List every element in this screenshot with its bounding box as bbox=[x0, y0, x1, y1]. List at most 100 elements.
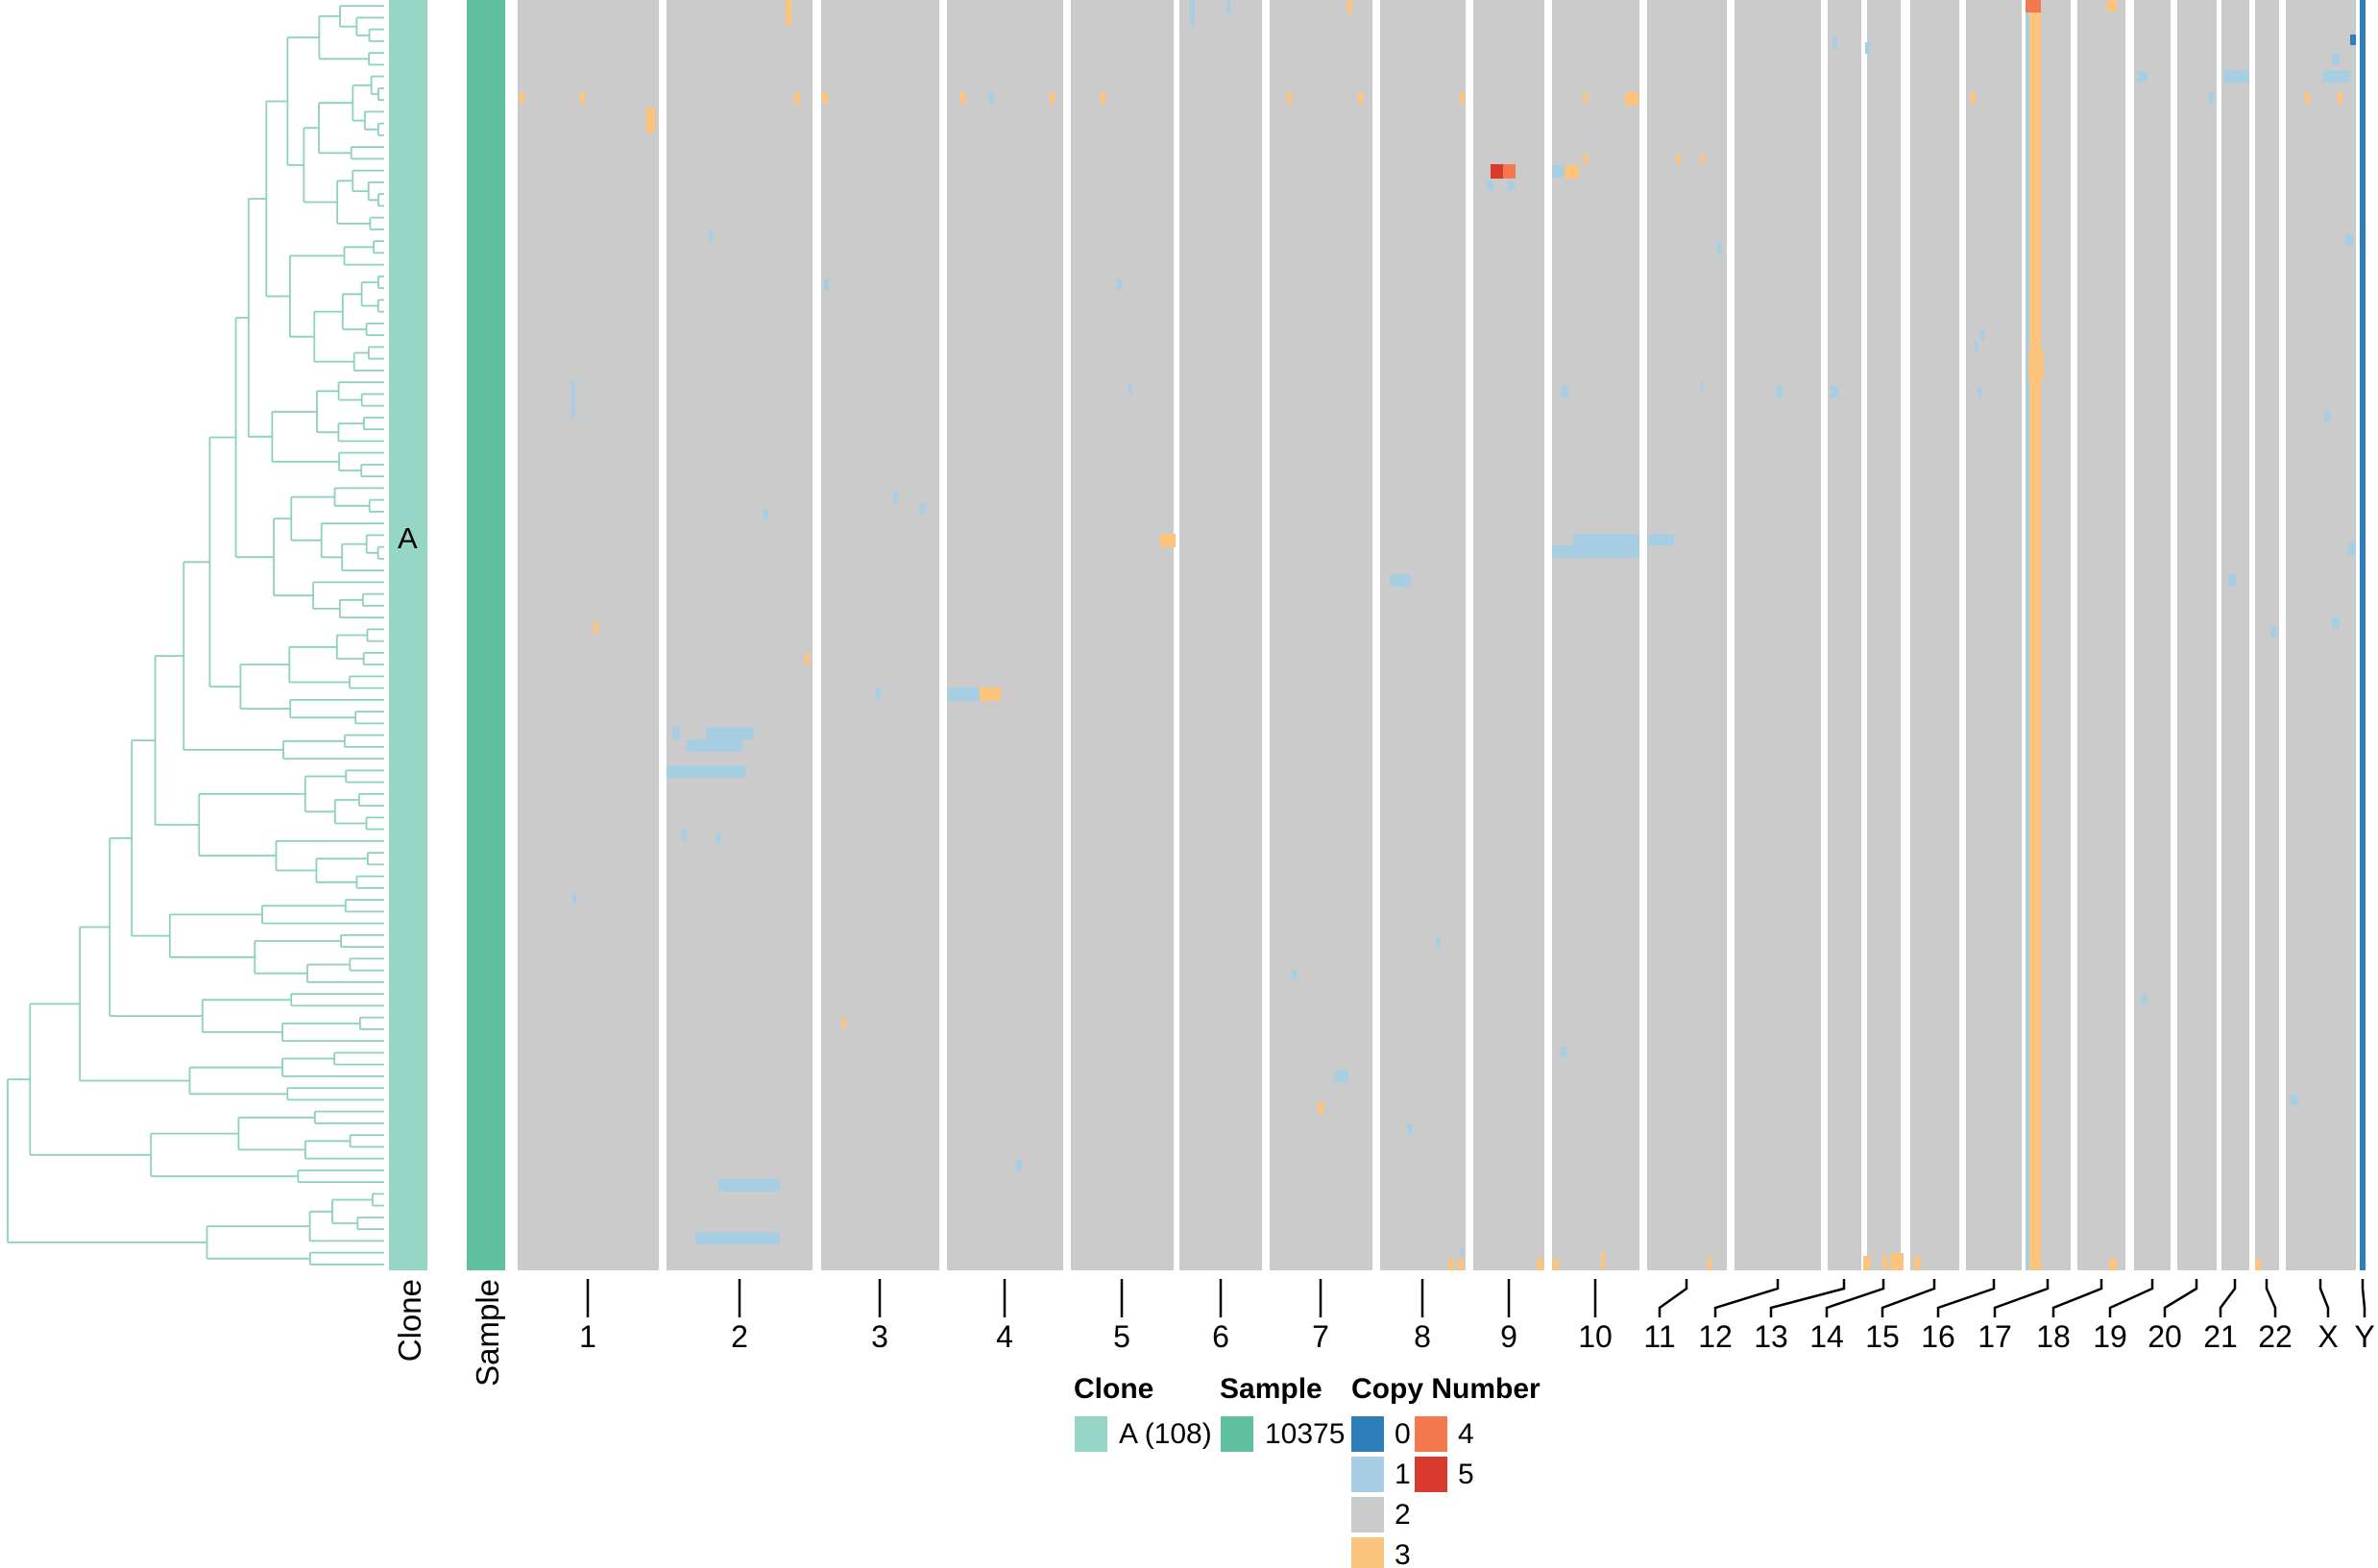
cn3-segment bbox=[1050, 92, 1055, 104]
legend-cn-0-swatch bbox=[1351, 1416, 1384, 1452]
cn1-segment bbox=[2223, 70, 2249, 83]
chromosome-label-4: 4 bbox=[996, 1319, 1013, 1354]
chromosome-column-12 bbox=[1735, 0, 1821, 1270]
chromosome-column-14 bbox=[1867, 0, 1901, 1270]
chromosome-label-7: 7 bbox=[1312, 1319, 1329, 1354]
dendrogram bbox=[7, 5, 384, 1266]
cn1-segment bbox=[1978, 388, 1981, 398]
chromosome-label-12: 12 bbox=[1698, 1319, 1733, 1354]
cn3-segment bbox=[1708, 1256, 1711, 1270]
legend-cn-4-swatch bbox=[1415, 1416, 1447, 1452]
chromosome-label-22: 22 bbox=[2258, 1319, 2293, 1354]
cn0-segment bbox=[2360, 0, 2366, 1270]
cn3-segment bbox=[794, 92, 800, 104]
chromosome-column-18 bbox=[2077, 0, 2125, 1270]
cn3-segment bbox=[960, 92, 965, 104]
cn3-segment bbox=[594, 622, 598, 634]
cn1-segment bbox=[2332, 53, 2340, 64]
sample-axis-label: Sample bbox=[470, 1279, 505, 1387]
cn3-segment bbox=[1160, 534, 1176, 547]
cn1-segment bbox=[1980, 329, 1984, 341]
chromosome-column-8 bbox=[1380, 0, 1466, 1270]
chromosome-column-21 bbox=[2221, 0, 2249, 1270]
cn5-segment bbox=[1491, 164, 1503, 179]
legend-cn-5-label: 5 bbox=[1458, 1459, 1474, 1490]
cn1-segment bbox=[1226, 0, 1230, 13]
cn3-segment bbox=[1448, 1259, 1454, 1270]
chromosome-column-11 bbox=[1647, 0, 1727, 1270]
cn1-segment bbox=[1647, 534, 1674, 545]
cn1-segment bbox=[2322, 70, 2350, 83]
cn3-segment bbox=[1565, 165, 1579, 179]
cn3-segment bbox=[2029, 12, 2041, 1270]
legend-cn-3-label: 3 bbox=[1395, 1539, 1411, 1568]
cn3-segment bbox=[1347, 0, 1352, 13]
cn3-segment bbox=[1625, 92, 1638, 106]
cn0-segment bbox=[2350, 35, 2356, 45]
legend-cn-5-swatch bbox=[1415, 1457, 1447, 1492]
cn1-segment bbox=[1975, 342, 1978, 352]
cn1-segment bbox=[682, 831, 687, 841]
cn1-segment bbox=[1831, 386, 1838, 398]
chromosome-column-X bbox=[2286, 0, 2356, 1270]
legend-sample-label: 10375 bbox=[1265, 1418, 1346, 1450]
chromosome-label-9: 9 bbox=[1500, 1319, 1517, 1354]
cn3-segment bbox=[1863, 1256, 1870, 1270]
chromosome-label-1: 1 bbox=[579, 1319, 596, 1354]
cn1-segment bbox=[1190, 0, 1195, 25]
cn1-segment bbox=[1436, 936, 1441, 947]
chromosome-label-17: 17 bbox=[1978, 1319, 2012, 1354]
legend-clone-label: A (108) bbox=[1119, 1418, 1212, 1450]
chromosome-ticks bbox=[586, 1279, 2366, 1317]
cn3-segment bbox=[1584, 153, 1588, 165]
cn1-segment bbox=[2228, 574, 2236, 586]
cn3-segment bbox=[805, 653, 810, 664]
cn3-segment bbox=[2305, 92, 2310, 104]
clone-axis-label: Clone bbox=[392, 1279, 427, 1363]
cn3-segment bbox=[2338, 92, 2342, 104]
cn4-segment bbox=[1503, 164, 1516, 179]
cn3-segment bbox=[1358, 92, 1363, 104]
cn3-segment bbox=[1882, 1256, 1887, 1270]
cn1-segment bbox=[2270, 626, 2276, 638]
cn1-segment bbox=[2345, 234, 2353, 246]
chromosome-column-1 bbox=[518, 0, 659, 1270]
legend-copy-number-header: Copy Number bbox=[1351, 1373, 1541, 1405]
cn1-segment bbox=[695, 1232, 780, 1244]
cn3-segment bbox=[520, 92, 524, 104]
chromosome-label-3: 3 bbox=[871, 1319, 888, 1354]
cn1-segment bbox=[572, 893, 576, 904]
cn1-segment bbox=[2348, 543, 2356, 555]
cn3-segment bbox=[2107, 0, 2117, 12]
cn1-segment bbox=[2324, 411, 2330, 422]
cn1-segment bbox=[1292, 970, 1297, 980]
chromosome-column-4 bbox=[947, 0, 1063, 1270]
legend-clone-header: Clone bbox=[1074, 1373, 1154, 1405]
cn3-segment bbox=[1601, 1253, 1605, 1270]
cn1-segment bbox=[1776, 386, 1783, 398]
legend-clone-swatch bbox=[1075, 1416, 1107, 1452]
cn1-segment bbox=[687, 739, 742, 752]
cn1-segment bbox=[2026, 12, 2029, 1270]
chromosome-label-10: 10 bbox=[1578, 1319, 1613, 1354]
cn1-segment bbox=[1117, 278, 1122, 290]
cn3-segment bbox=[1287, 92, 1292, 104]
chromosome-label-X: X bbox=[2317, 1319, 2339, 1354]
cn3-segment bbox=[646, 108, 655, 133]
cn1-segment bbox=[1487, 181, 1493, 190]
cn1-segment bbox=[920, 503, 925, 514]
legend-sample-header: Sample bbox=[1220, 1373, 1322, 1405]
cn3-segment bbox=[980, 688, 1001, 701]
cn3-segment bbox=[580, 92, 585, 104]
chromosome-label-21: 21 bbox=[2203, 1319, 2238, 1354]
chromosome-column-6 bbox=[1179, 0, 1262, 1270]
cn3-segment bbox=[1677, 153, 1681, 164]
chromosome-column-10 bbox=[1552, 0, 1639, 1270]
cn1-segment bbox=[1832, 36, 1837, 48]
cn1-segment bbox=[571, 381, 575, 418]
cn3-segment bbox=[2255, 1259, 2261, 1270]
cn1-segment bbox=[1508, 181, 1515, 190]
legend-cn-1-swatch bbox=[1351, 1457, 1384, 1492]
cn3-segment bbox=[1101, 92, 1105, 104]
cn3-segment bbox=[1584, 92, 1588, 104]
